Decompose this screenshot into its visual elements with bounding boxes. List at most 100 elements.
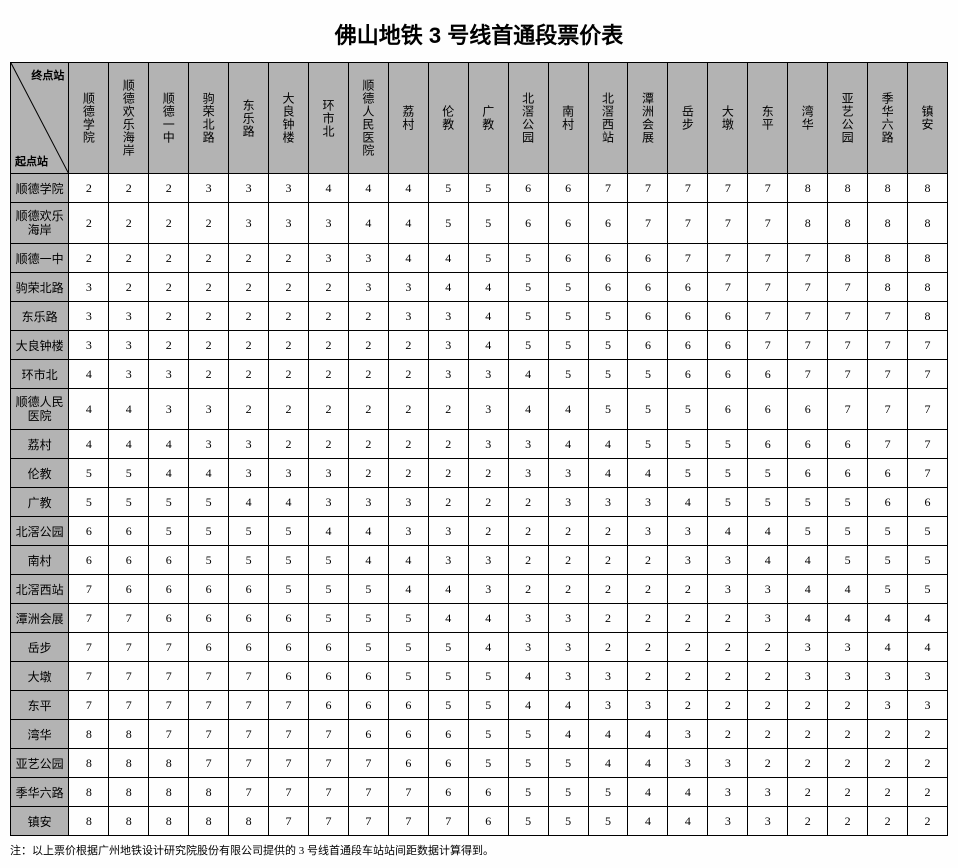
fare-cell: 3	[149, 360, 189, 389]
fare-cell: 6	[348, 662, 388, 691]
fare-cell: 6	[668, 302, 708, 331]
fare-cell: 3	[189, 174, 229, 203]
fare-cell: 2	[189, 244, 229, 273]
fare-cell: 5	[508, 302, 548, 331]
fare-cell: 3	[668, 749, 708, 778]
fare-cell: 5	[189, 517, 229, 546]
fare-cell: 5	[588, 360, 628, 389]
fare-cell: 2	[748, 691, 788, 720]
fare-cell: 5	[588, 331, 628, 360]
fare-cell: 2	[748, 662, 788, 691]
fare-cell: 2	[628, 575, 668, 604]
fare-cell: 5	[628, 360, 668, 389]
fare-cell: 2	[308, 389, 348, 430]
fare-cell: 4	[508, 360, 548, 389]
fare-cell: 4	[468, 302, 508, 331]
fare-cell: 5	[269, 575, 309, 604]
fare-cell: 8	[908, 203, 948, 244]
fare-cell: 2	[588, 633, 628, 662]
fare-cell: 5	[229, 546, 269, 575]
fare-cell: 6	[308, 662, 348, 691]
fare-cell: 7	[109, 691, 149, 720]
fare-cell: 6	[149, 575, 189, 604]
fare-cell: 2	[588, 575, 628, 604]
fare-cell: 7	[748, 331, 788, 360]
fare-cell: 6	[508, 203, 548, 244]
fare-cell: 7	[788, 331, 828, 360]
fare-cell: 5	[708, 430, 748, 459]
fare-cell: 6	[229, 604, 269, 633]
row-header: 大墩	[11, 662, 69, 691]
fare-cell: 2	[388, 430, 428, 459]
col-header: 潭洲会展	[628, 63, 668, 174]
fare-cell: 2	[788, 691, 828, 720]
fare-cell: 2	[109, 174, 149, 203]
fare-cell: 5	[428, 691, 468, 720]
fare-cell: 7	[388, 778, 428, 807]
fare-cell: 2	[508, 488, 548, 517]
fare-cell: 3	[588, 691, 628, 720]
fare-cell: 4	[189, 459, 229, 488]
fare-cell: 2	[428, 389, 468, 430]
row-header: 顺德人民医院	[11, 389, 69, 430]
fare-cell: 7	[229, 691, 269, 720]
fare-cell: 2	[908, 807, 948, 836]
fare-cell: 2	[308, 360, 348, 389]
fare-cell: 7	[868, 360, 908, 389]
fare-cell: 2	[388, 389, 428, 430]
fare-cell: 8	[149, 749, 189, 778]
fare-cell: 2	[828, 720, 868, 749]
fare-cell: 7	[668, 174, 708, 203]
fare-cell: 3	[748, 807, 788, 836]
fare-cell: 4	[348, 174, 388, 203]
col-header: 荔村	[388, 63, 428, 174]
fare-cell: 7	[189, 691, 229, 720]
fare-cell: 7	[189, 749, 229, 778]
fare-cell: 7	[868, 389, 908, 430]
fare-cell: 3	[388, 488, 428, 517]
fare-cell: 3	[388, 302, 428, 331]
fare-cell: 3	[428, 302, 468, 331]
fare-cell: 3	[548, 488, 588, 517]
row-header: 环市北	[11, 360, 69, 389]
fare-cell: 4	[348, 203, 388, 244]
fare-cell: 6	[628, 331, 668, 360]
fare-cell: 4	[548, 691, 588, 720]
fare-cell: 3	[828, 633, 868, 662]
fare-cell: 7	[868, 430, 908, 459]
col-header: 北滘西站	[588, 63, 628, 174]
fare-cell: 8	[828, 244, 868, 273]
fare-cell: 6	[388, 691, 428, 720]
fare-cell: 3	[828, 662, 868, 691]
fare-cell: 6	[788, 459, 828, 488]
fare-cell: 3	[748, 604, 788, 633]
fare-cell: 2	[788, 720, 828, 749]
row-header: 亚艺公园	[11, 749, 69, 778]
fare-cell: 3	[109, 331, 149, 360]
fare-cell: 6	[628, 244, 668, 273]
fare-cell: 7	[69, 604, 109, 633]
fare-cell: 6	[708, 302, 748, 331]
fare-cell: 5	[69, 459, 109, 488]
fare-cell: 7	[828, 360, 868, 389]
fare-cell: 5	[348, 575, 388, 604]
fare-cell: 5	[269, 546, 309, 575]
fare-cell: 5	[588, 778, 628, 807]
fare-cell: 7	[149, 720, 189, 749]
fare-cell: 2	[229, 302, 269, 331]
fare-cell: 3	[548, 604, 588, 633]
fare-cell: 3	[69, 331, 109, 360]
fare-cell: 2	[588, 546, 628, 575]
fare-cell: 5	[908, 517, 948, 546]
row-header: 北滘公园	[11, 517, 69, 546]
fare-cell: 5	[508, 244, 548, 273]
fare-cell: 5	[468, 720, 508, 749]
fare-cell: 4	[388, 546, 428, 575]
fare-cell: 6	[149, 546, 189, 575]
fare-cell: 6	[508, 174, 548, 203]
fare-cell: 6	[269, 633, 309, 662]
col-header: 季华六路	[868, 63, 908, 174]
fare-cell: 3	[708, 749, 748, 778]
fare-cell: 3	[388, 273, 428, 302]
fare-cell: 6	[708, 331, 748, 360]
